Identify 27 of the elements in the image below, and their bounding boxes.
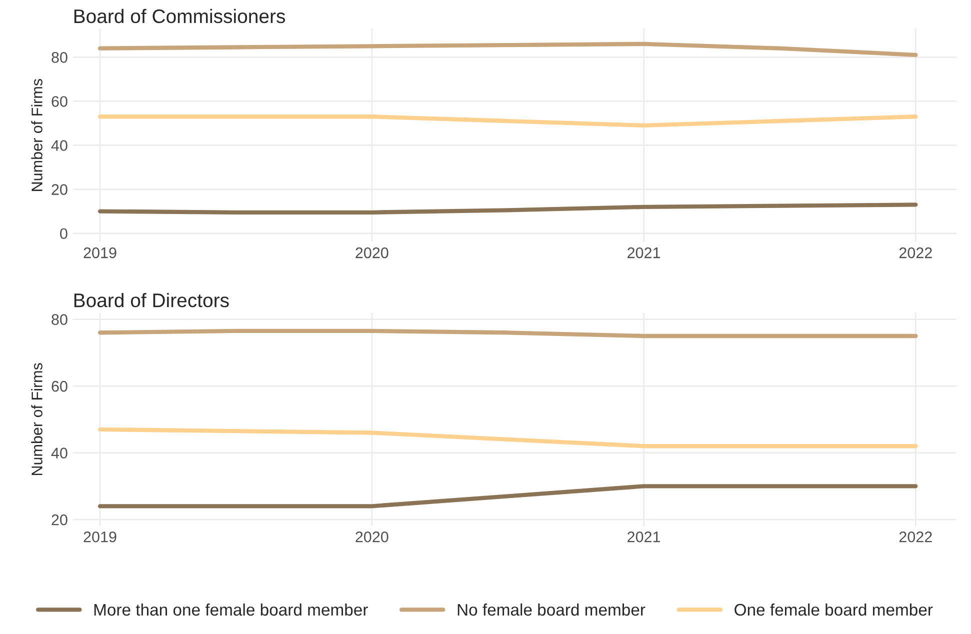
- y-tick-label: 0: [60, 228, 68, 240]
- y-tick-label: 60: [52, 96, 68, 107]
- y-tick-label: 80: [52, 314, 68, 325]
- x-tick-label: 2019: [84, 247, 116, 258]
- y-axis-title: Number of Firms: [31, 79, 42, 191]
- y-tick-label: 80: [52, 52, 68, 63]
- legend-label: More than one female board member: [94, 603, 368, 616]
- x-tick-label: 2022: [899, 247, 932, 258]
- y-tick-label: 20: [52, 184, 68, 195]
- line-series: [98, 202, 918, 214]
- line-series: [98, 42, 918, 58]
- y-tick-label: 40: [51, 140, 68, 151]
- chart-title: Board of Commissioners: [74, 8, 286, 24]
- x-tick-label: 2019: [84, 531, 116, 542]
- chart-title: Board of Directors: [74, 292, 229, 308]
- y-tick-label: 40: [51, 448, 68, 458]
- x-tick-label: 2020: [356, 247, 388, 258]
- line-series: [98, 427, 918, 448]
- y-tick-label: 60: [52, 380, 68, 392]
- x-tick-label: 2022: [899, 531, 932, 542]
- x-tick-label: 2021: [628, 247, 660, 258]
- legend-label: No female board member: [458, 603, 646, 616]
- x-tick-label: 2020: [356, 531, 388, 542]
- x-tick-label: 2021: [628, 531, 660, 542]
- legend-label: One female board member: [734, 603, 933, 616]
- y-tick-label: 20: [52, 514, 68, 526]
- y-axis-title: Number of Firms: [31, 363, 42, 476]
